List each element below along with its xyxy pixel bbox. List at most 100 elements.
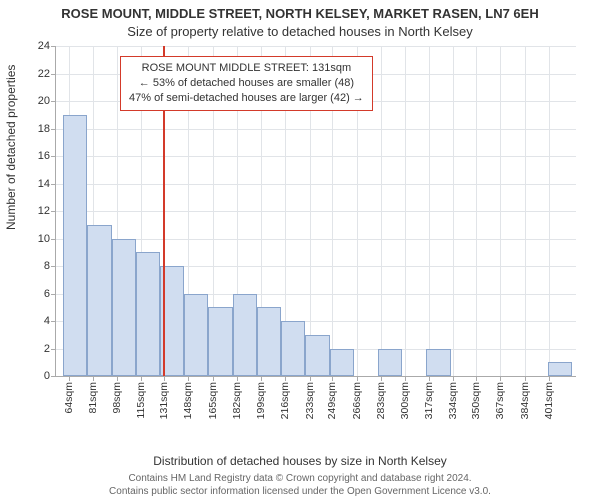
ytick-label: 20 <box>38 95 50 107</box>
xtick-label: 266sqm <box>351 382 363 419</box>
xtick-label: 81sqm <box>87 382 99 414</box>
ytick-label: 8 <box>44 260 50 272</box>
annotation-box: ROSE MOUNT MIDDLE STREET: 131sqm← 53% of… <box>120 56 373 111</box>
xtick-label: 182sqm <box>231 382 243 419</box>
xtick-label: 165sqm <box>207 382 219 419</box>
xtick-mark <box>332 376 333 381</box>
ytick-mark <box>51 156 56 157</box>
xtick-label: 384sqm <box>519 382 531 419</box>
xtick-label: 401sqm <box>543 382 555 419</box>
xtick-label: 367sqm <box>494 382 506 419</box>
footer-line-1: Contains HM Land Registry data © Crown c… <box>128 473 471 484</box>
histogram-bar <box>233 294 257 377</box>
gridline-vertical <box>476 46 477 376</box>
x-axis-line <box>56 376 576 377</box>
ytick-label: 12 <box>38 205 50 217</box>
ytick-label: 6 <box>44 288 50 300</box>
annotation-line-2: ← 53% of detached houses are smaller (48… <box>129 76 364 91</box>
xtick-label: 350sqm <box>470 382 482 419</box>
x-axis-label: Distribution of detached houses by size … <box>0 454 600 468</box>
histogram-bar <box>184 294 208 377</box>
gridline-vertical <box>429 46 430 376</box>
ytick-label: 18 <box>38 123 50 135</box>
xtick-label: 98sqm <box>111 382 123 414</box>
xtick-mark <box>549 376 550 381</box>
gridline-horizontal <box>56 184 576 185</box>
gridline-horizontal <box>56 46 576 47</box>
ytick-mark <box>51 46 56 47</box>
xtick-label: 334sqm <box>447 382 459 419</box>
ytick-mark <box>51 74 56 75</box>
chart-container: ROSE MOUNT, MIDDLE STREET, NORTH KELSEY,… <box>0 0 600 500</box>
xtick-mark <box>188 376 189 381</box>
xtick-mark <box>357 376 358 381</box>
chart-footer: Contains HM Land Registry data © Crown c… <box>0 472 600 498</box>
ytick-mark <box>51 101 56 102</box>
xtick-mark <box>237 376 238 381</box>
xtick-label: 148sqm <box>182 382 194 419</box>
xtick-label: 115sqm <box>135 382 147 419</box>
ytick-mark <box>51 266 56 267</box>
xtick-mark <box>476 376 477 381</box>
plot-inner: 02468101214161820222464sqm81sqm98sqm115s… <box>56 46 576 376</box>
xtick-label: 233sqm <box>304 382 316 419</box>
xtick-mark <box>164 376 165 381</box>
xtick-mark <box>453 376 454 381</box>
histogram-bar <box>305 335 329 376</box>
gridline-horizontal <box>56 129 576 130</box>
ytick-label: 22 <box>38 68 50 80</box>
ytick-label: 4 <box>44 315 50 327</box>
xtick-label: 283sqm <box>375 382 387 419</box>
ytick-mark <box>51 321 56 322</box>
ytick-mark <box>51 184 56 185</box>
xtick-label: 64sqm <box>63 382 75 414</box>
histogram-bar <box>426 349 450 377</box>
histogram-bar <box>548 362 572 376</box>
ytick-label: 16 <box>38 150 50 162</box>
xtick-mark <box>525 376 526 381</box>
ytick-label: 0 <box>44 370 50 382</box>
ytick-mark <box>51 129 56 130</box>
xtick-mark <box>93 376 94 381</box>
gridline-horizontal <box>56 156 576 157</box>
xtick-mark <box>405 376 406 381</box>
xtick-mark <box>69 376 70 381</box>
xtick-mark <box>310 376 311 381</box>
xtick-mark <box>381 376 382 381</box>
xtick-mark <box>213 376 214 381</box>
gridline-horizontal <box>56 211 576 212</box>
gridline-vertical <box>405 46 406 376</box>
xtick-mark <box>117 376 118 381</box>
histogram-bar <box>281 321 305 376</box>
histogram-bar <box>136 252 160 376</box>
gridline-vertical <box>525 46 526 376</box>
xtick-mark <box>261 376 262 381</box>
histogram-bar <box>87 225 111 376</box>
ytick-mark <box>51 239 56 240</box>
xtick-label: 199sqm <box>255 382 267 419</box>
chart-title-sub: Size of property relative to detached ho… <box>0 24 600 39</box>
xtick-label: 131sqm <box>158 382 170 419</box>
plot-area: 02468101214161820222464sqm81sqm98sqm115s… <box>56 46 576 376</box>
ytick-mark <box>51 294 56 295</box>
gridline-vertical <box>453 46 454 376</box>
annotation-line-3: 47% of semi-detached houses are larger (… <box>129 91 364 106</box>
footer-line-2: Contains public sector information licen… <box>109 486 491 497</box>
gridline-vertical <box>549 46 550 376</box>
ytick-mark <box>51 349 56 350</box>
chart-title-main: ROSE MOUNT, MIDDLE STREET, NORTH KELSEY,… <box>0 6 600 21</box>
ytick-label: 10 <box>38 233 50 245</box>
ytick-label: 2 <box>44 343 50 355</box>
histogram-bar <box>63 115 87 376</box>
histogram-bar <box>378 349 402 377</box>
histogram-bar <box>208 307 232 376</box>
xtick-mark <box>141 376 142 381</box>
xtick-label: 300sqm <box>399 382 411 419</box>
gridline-vertical <box>381 46 382 376</box>
xtick-mark <box>429 376 430 381</box>
xtick-label: 249sqm <box>326 382 338 419</box>
gridline-vertical <box>500 46 501 376</box>
annotation-line-1: ROSE MOUNT MIDDLE STREET: 131sqm <box>129 61 364 76</box>
ytick-label: 14 <box>38 178 50 190</box>
ytick-mark <box>51 376 56 377</box>
